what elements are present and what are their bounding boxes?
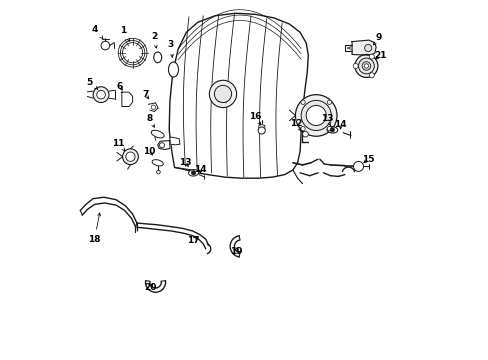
Polygon shape <box>122 92 132 107</box>
Text: 3: 3 <box>167 40 174 57</box>
Circle shape <box>329 128 334 132</box>
Circle shape <box>305 105 325 126</box>
Circle shape <box>300 100 305 104</box>
Text: 7: 7 <box>142 90 149 99</box>
Circle shape <box>151 105 155 109</box>
Circle shape <box>159 143 164 148</box>
Ellipse shape <box>168 62 178 77</box>
Circle shape <box>301 100 330 131</box>
Ellipse shape <box>326 127 337 133</box>
Circle shape <box>209 80 236 108</box>
Polygon shape <box>351 40 375 55</box>
Circle shape <box>353 161 363 171</box>
Text: 9: 9 <box>372 33 382 45</box>
Text: 14: 14 <box>334 120 346 129</box>
Polygon shape <box>169 137 180 145</box>
Ellipse shape <box>151 130 164 138</box>
Circle shape <box>362 62 370 70</box>
Circle shape <box>354 54 377 77</box>
Text: 16: 16 <box>248 112 261 125</box>
Text: 8: 8 <box>146 114 154 127</box>
Circle shape <box>352 63 357 68</box>
Text: 20: 20 <box>144 283 157 292</box>
Circle shape <box>358 58 373 74</box>
Circle shape <box>97 90 105 99</box>
Text: 13: 13 <box>321 114 333 126</box>
Circle shape <box>258 127 265 134</box>
Circle shape <box>122 149 138 165</box>
Text: 6: 6 <box>116 82 122 91</box>
Text: 13: 13 <box>179 158 191 167</box>
Circle shape <box>302 131 308 137</box>
Polygon shape <box>169 13 308 178</box>
Text: 21: 21 <box>373 51 386 60</box>
Text: 4: 4 <box>91 25 102 39</box>
Ellipse shape <box>152 159 163 166</box>
Text: 1: 1 <box>120 26 129 41</box>
Text: 11: 11 <box>112 139 125 151</box>
Polygon shape <box>158 140 169 149</box>
Polygon shape <box>258 124 264 131</box>
Text: 19: 19 <box>230 247 243 256</box>
Circle shape <box>364 44 371 51</box>
Circle shape <box>368 73 373 78</box>
Circle shape <box>326 100 331 104</box>
Text: 17: 17 <box>187 236 200 245</box>
Text: 18: 18 <box>88 213 101 244</box>
Text: 10: 10 <box>143 147 155 156</box>
Text: 2: 2 <box>151 32 157 48</box>
Circle shape <box>300 126 305 131</box>
Circle shape <box>214 85 231 103</box>
Circle shape <box>125 152 135 161</box>
Ellipse shape <box>188 170 198 176</box>
Circle shape <box>364 64 368 68</box>
Circle shape <box>101 41 109 50</box>
Circle shape <box>295 95 336 136</box>
Text: 12: 12 <box>290 119 302 131</box>
Circle shape <box>93 87 109 103</box>
Text: 15: 15 <box>361 155 374 164</box>
Ellipse shape <box>153 52 162 63</box>
Text: 5: 5 <box>86 78 98 89</box>
Circle shape <box>156 170 160 174</box>
Text: 14: 14 <box>194 166 206 175</box>
Circle shape <box>191 171 195 175</box>
Circle shape <box>326 126 331 131</box>
Circle shape <box>368 54 373 59</box>
